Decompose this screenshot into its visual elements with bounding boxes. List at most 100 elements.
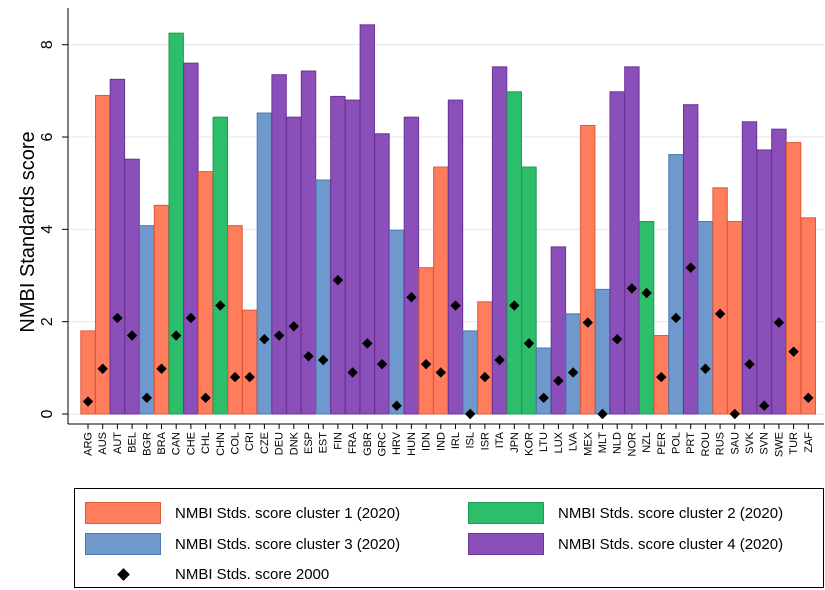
x-tick-label: POL (671, 432, 683, 454)
x-tick-label: AUS (97, 432, 109, 455)
bar-kor (521, 166, 537, 415)
bar-isl (462, 330, 478, 415)
bar-est (315, 179, 331, 415)
x-tick-label: DEU (274, 432, 286, 455)
bar-cri (242, 309, 258, 415)
marker-2000-arg (82, 396, 94, 407)
marker-2000-chl (200, 392, 211, 404)
bar-svk (741, 121, 758, 415)
x-tick-label: CRI (244, 432, 256, 451)
y-tick-label: 2 (39, 317, 56, 326)
bar-rou (697, 221, 714, 415)
x-tick-label: JPN (509, 432, 521, 453)
x-tick-label: KOR (524, 432, 536, 456)
bar-isr (477, 301, 493, 415)
markers-2000 (82, 262, 814, 420)
legend-item-cluster-1: NMBI Stds. score cluster 1 (2020) (85, 501, 400, 525)
x-tick-label: TUR (788, 432, 800, 455)
marker-2000-est (318, 354, 329, 366)
x-tick-label: LVA (568, 431, 580, 451)
marker-2000-sau (729, 408, 740, 420)
x-tick-label: GRC (377, 432, 389, 457)
marker-2000-isl (465, 408, 476, 420)
x-tick-label: FIN (332, 432, 344, 450)
marker-2000-cri (244, 371, 255, 383)
x-tick-label: ITA (494, 431, 506, 448)
marker-2000-mex (582, 317, 593, 328)
bar-can (168, 32, 184, 415)
marker-2000-isr (479, 371, 491, 383)
x-tick-label: FRA (347, 431, 359, 454)
bar-pol (668, 154, 684, 415)
x-tick-label: LUX (553, 431, 565, 453)
bar-fra (344, 99, 361, 415)
bar-swe (771, 128, 787, 415)
legend-swatch-cluster-1 (85, 502, 161, 524)
x-tick-label: MLT (597, 432, 609, 453)
marker-2000-grc (376, 358, 388, 370)
x-tick-label: NOR (626, 432, 638, 457)
y-axis-label: NMBI Standards score (17, 131, 39, 332)
legend-swatch-cluster-2 (468, 502, 544, 524)
bar-grc (374, 133, 390, 415)
bar-chn (212, 116, 229, 415)
bar-chl (197, 171, 214, 415)
marker-2000-cze (259, 334, 270, 345)
bar-nld (609, 91, 625, 415)
x-tick-label: COL (230, 432, 242, 455)
y-tick-labels: 0 2 4 6 8 (39, 40, 68, 418)
marker-2000-chn (215, 300, 226, 311)
marker-2000-svn (759, 400, 770, 411)
diamond-icon (116, 567, 130, 581)
marker-2000-svk (744, 358, 755, 370)
legend: NMBI Stds. score cluster 1 (2020) NMBI S… (74, 488, 824, 588)
bar-ltu (536, 347, 552, 415)
x-tick-label: CAN (171, 432, 183, 455)
x-tick-label: CHE (185, 432, 197, 455)
marker-2000-swe (773, 317, 785, 328)
marker-2000-per (656, 371, 667, 383)
bar-col (227, 225, 243, 415)
marker-2000-can (171, 330, 182, 341)
marker-2000-fin (332, 274, 344, 286)
x-tick-label: IRL (450, 432, 462, 449)
bar-gbr (359, 24, 376, 415)
marker-2000-dnk (288, 321, 299, 332)
marker-2000-bel (126, 330, 138, 341)
marker-2000-prt (685, 262, 696, 273)
marker-2000-col (229, 371, 241, 383)
legend-label: NMBI Stds. score cluster 4 (2020) (558, 535, 784, 553)
x-tick-label: CHN (215, 432, 227, 456)
marker-2000-lva (567, 367, 579, 378)
marker-2000-gbr (362, 338, 373, 349)
bar-irl (447, 99, 464, 415)
legend-swatch-cluster-3 (85, 533, 161, 555)
x-tick-label: CZE (259, 432, 271, 454)
bar-rus (712, 187, 728, 415)
bar-hun (403, 116, 420, 415)
x-tick-label: CHL (200, 432, 212, 454)
marker-2000-jpn (509, 300, 520, 311)
bar-idn (418, 267, 434, 415)
x-tick-label: RUS (715, 432, 727, 455)
marker-2000-esp (303, 351, 314, 362)
marker-2000-zaf (803, 392, 814, 404)
x-tick-label: GBR (362, 432, 374, 456)
legend-label: NMBI Stds. score cluster 1 (2020) (175, 504, 401, 522)
x-tick-label: BGR (141, 432, 153, 456)
marker-2000-hun (406, 292, 417, 303)
x-tick-label: NLD (612, 432, 624, 454)
marker-2000-mlt (597, 408, 608, 420)
marker-2000-che (185, 312, 197, 324)
y-tick-label: 8 (39, 40, 56, 49)
x-tick-labels: ARG AUS AUT BEL BGR BRA CAN CHE CHL CHN COL CRI CZE D… (83, 424, 815, 457)
x-tick-label: PRT (685, 432, 697, 454)
x-tick-label: HUN (406, 432, 418, 456)
x-tick-label: SAU (729, 432, 741, 455)
marker-2000-aus (97, 363, 108, 374)
bar-bra (153, 204, 170, 415)
bars (80, 24, 816, 415)
x-tick-label: BEL (127, 432, 139, 453)
bar-sau (727, 221, 743, 415)
